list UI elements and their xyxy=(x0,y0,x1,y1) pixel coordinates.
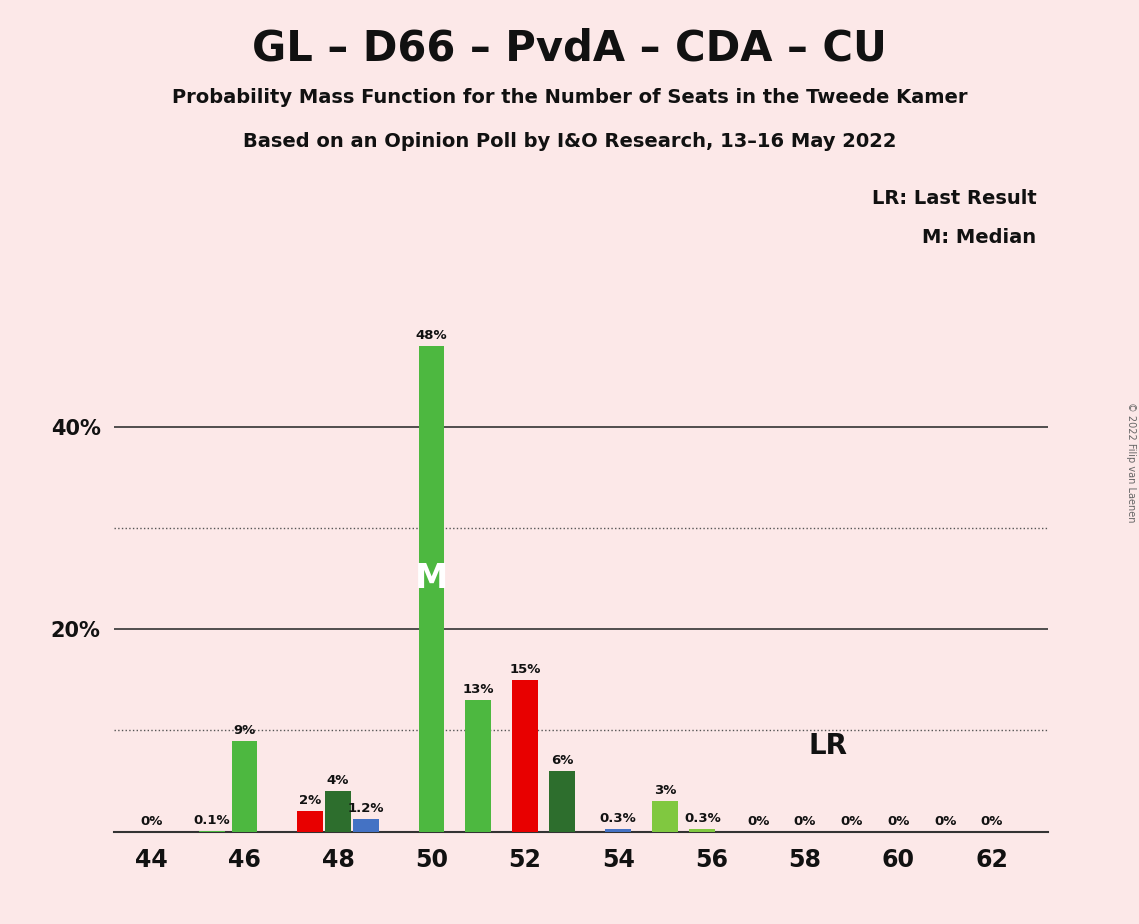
Text: 0%: 0% xyxy=(934,815,957,828)
Bar xyxy=(326,791,351,832)
Text: 6%: 6% xyxy=(551,754,573,767)
Text: LR: LR xyxy=(809,732,847,760)
Text: 0%: 0% xyxy=(794,815,817,828)
Bar xyxy=(653,801,678,832)
Text: M: M xyxy=(415,563,448,595)
Text: 0%: 0% xyxy=(841,815,863,828)
Text: 2%: 2% xyxy=(298,795,321,808)
Text: M: Median: M: Median xyxy=(923,228,1036,248)
Text: 48%: 48% xyxy=(416,329,448,342)
Text: © 2022 Filip van Laenen: © 2022 Filip van Laenen xyxy=(1126,402,1136,522)
Text: 0.3%: 0.3% xyxy=(683,811,721,824)
Bar xyxy=(419,346,444,832)
Bar xyxy=(606,829,631,832)
Bar xyxy=(232,741,257,832)
Text: 0%: 0% xyxy=(747,815,770,828)
Text: GL – D66 – PvdA – CDA – CU: GL – D66 – PvdA – CDA – CU xyxy=(252,28,887,69)
Bar xyxy=(549,771,575,832)
Text: Probability Mass Function for the Number of Seats in the Tweede Kamer: Probability Mass Function for the Number… xyxy=(172,88,967,107)
Text: 0%: 0% xyxy=(887,815,910,828)
Bar xyxy=(513,680,538,832)
Text: 0%: 0% xyxy=(981,815,1003,828)
Text: LR: Last Result: LR: Last Result xyxy=(871,189,1036,209)
Text: 13%: 13% xyxy=(462,683,494,696)
Bar xyxy=(466,700,491,832)
Text: 0.3%: 0.3% xyxy=(600,811,637,824)
Bar xyxy=(689,829,715,832)
Text: 4%: 4% xyxy=(327,774,350,787)
Bar xyxy=(297,811,322,832)
Text: 1.2%: 1.2% xyxy=(347,802,384,815)
Text: 15%: 15% xyxy=(509,663,541,675)
Bar xyxy=(199,831,224,832)
Text: 0%: 0% xyxy=(140,815,163,828)
Bar xyxy=(353,820,379,832)
Text: 0.1%: 0.1% xyxy=(194,813,230,827)
Text: Based on an Opinion Poll by I&O Research, 13–16 May 2022: Based on an Opinion Poll by I&O Research… xyxy=(243,132,896,152)
Text: 3%: 3% xyxy=(654,784,677,797)
Text: 9%: 9% xyxy=(233,723,256,736)
